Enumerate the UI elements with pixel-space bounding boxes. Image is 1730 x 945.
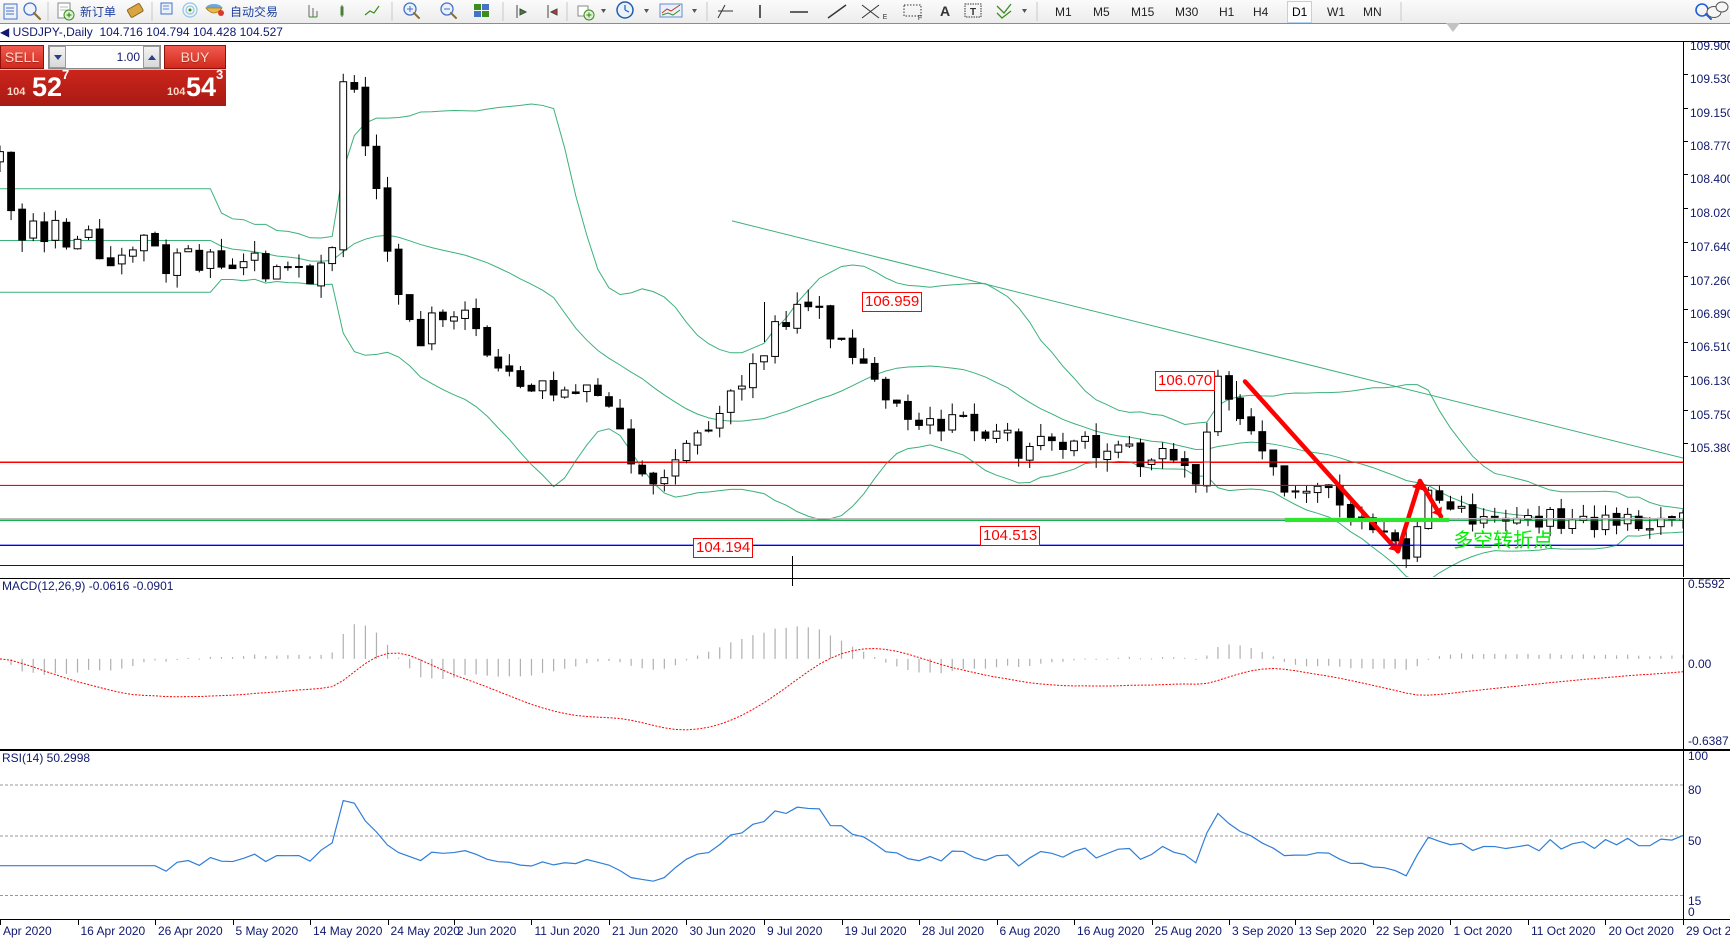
svg-text:E: E: [883, 14, 888, 21]
svg-text:A: A: [940, 3, 950, 19]
svg-text:T: T: [970, 7, 976, 18]
svg-text:MACD(12,26,9) -0.0616 -0.0901: MACD(12,26,9) -0.0616 -0.0901: [2, 579, 174, 593]
svg-text:F: F: [918, 15, 922, 22]
svg-text:RSI(14) 50.2998: RSI(14) 50.2998: [2, 751, 90, 765]
